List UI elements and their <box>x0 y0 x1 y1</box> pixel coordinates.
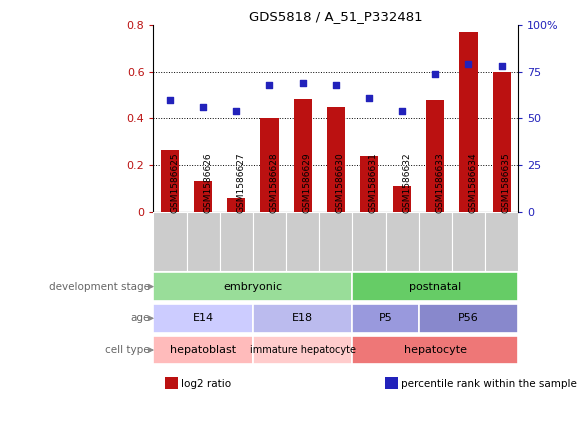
Text: GSM1586629: GSM1586629 <box>303 153 312 213</box>
Text: GSM1586630: GSM1586630 <box>336 153 345 213</box>
Bar <box>153 212 186 271</box>
Bar <box>353 336 518 364</box>
Bar <box>153 304 253 332</box>
Point <box>166 96 175 103</box>
Text: GSM1586635: GSM1586635 <box>501 153 511 213</box>
Text: GSM1586626: GSM1586626 <box>203 153 212 213</box>
Bar <box>327 107 345 212</box>
Text: E18: E18 <box>292 313 313 323</box>
Bar <box>459 33 478 212</box>
Text: E14: E14 <box>193 313 214 323</box>
Text: hepatoblast: hepatoblast <box>170 345 236 355</box>
Text: GSM1586632: GSM1586632 <box>402 153 411 213</box>
Text: GSM1586633: GSM1586633 <box>435 153 444 213</box>
Bar <box>419 304 518 332</box>
Bar <box>493 72 511 212</box>
Text: GSM1586625: GSM1586625 <box>170 153 179 213</box>
Bar <box>227 198 245 212</box>
Bar <box>261 118 278 212</box>
Text: postnatal: postnatal <box>409 282 461 291</box>
Text: GSM1586634: GSM1586634 <box>468 153 478 213</box>
Point <box>199 104 208 111</box>
Text: GSM1586627: GSM1586627 <box>236 153 245 213</box>
Bar <box>386 212 419 271</box>
Bar <box>294 99 312 212</box>
Bar <box>426 100 445 212</box>
Bar <box>153 272 353 301</box>
Point <box>265 82 274 88</box>
Bar <box>253 212 286 271</box>
Title: GDS5818 / A_51_P332481: GDS5818 / A_51_P332481 <box>249 10 423 23</box>
Text: hepatocyte: hepatocyte <box>404 345 467 355</box>
Text: immature hepatocyte: immature hepatocyte <box>250 345 356 355</box>
Bar <box>253 336 353 364</box>
Text: GSM1586628: GSM1586628 <box>269 153 278 213</box>
Bar <box>153 336 253 364</box>
Text: age: age <box>130 313 150 323</box>
Bar <box>353 212 386 271</box>
Text: development stage: development stage <box>49 282 150 291</box>
Bar <box>220 212 253 271</box>
Text: embryonic: embryonic <box>223 282 283 291</box>
Point <box>398 107 407 114</box>
Point <box>232 107 241 114</box>
Bar <box>360 156 378 212</box>
Text: GSM1586631: GSM1586631 <box>369 153 378 213</box>
Point <box>364 95 373 102</box>
Bar <box>419 212 452 271</box>
Point <box>331 82 340 88</box>
Bar <box>353 272 518 301</box>
Bar <box>319 212 353 271</box>
Bar <box>253 304 353 332</box>
Point <box>431 70 440 77</box>
Bar <box>452 212 485 271</box>
Bar <box>186 212 220 271</box>
Bar <box>161 150 179 212</box>
Text: cell type: cell type <box>105 345 150 355</box>
Point <box>464 61 473 68</box>
Point <box>298 80 307 86</box>
Text: P5: P5 <box>379 313 393 323</box>
Bar <box>194 181 212 212</box>
Bar <box>393 186 411 212</box>
Text: log2 ratio: log2 ratio <box>181 379 232 389</box>
Bar <box>353 304 419 332</box>
Point <box>497 63 506 70</box>
Text: percentile rank within the sample: percentile rank within the sample <box>401 379 577 389</box>
Bar <box>286 212 319 271</box>
Text: P56: P56 <box>458 313 479 323</box>
Bar <box>485 212 518 271</box>
